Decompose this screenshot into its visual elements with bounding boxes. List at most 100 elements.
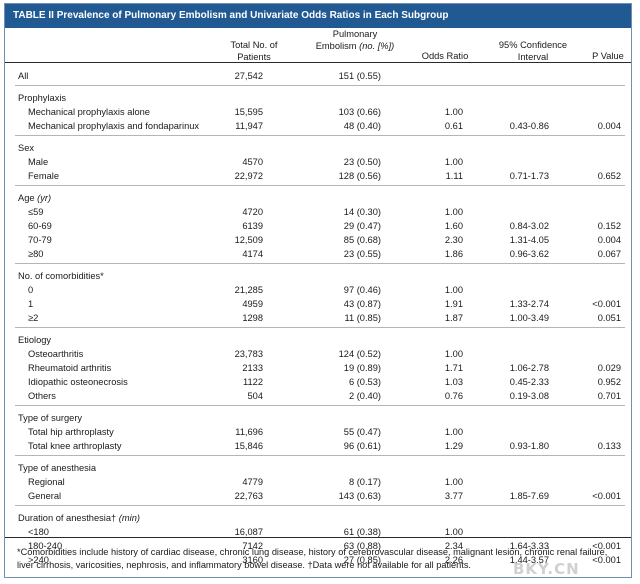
cell-pulmonary-embolism: 103 (0.66) [338,107,381,117]
cell-patients: 15,595 [234,107,263,117]
row-label: Etiology [18,335,52,345]
cell-patients: 4720 [242,207,263,217]
table-header: Total No. of Patients Pulmonary Embolism… [5,28,631,63]
group-heading-row: All 27,542 151 (0.55) [5,69,631,83]
group-heading-row: Age (yr) [5,191,631,205]
table-row: General 22,763 143 (0.63) 3.77 1.85-7.69 <0.0… [5,489,631,503]
cell-odds-ratio: 0.76 [444,391,463,401]
cell-patients: 11,696 [235,427,263,437]
cell-odds-ratio: 1.00 [444,107,463,117]
cell-patients: 1122 [243,377,263,387]
row-label: >240 [28,555,49,565]
table-row: Mechanical prophylaxis alone 15,595 103 (0… [5,105,631,119]
group-heading-row: Etiology [5,333,631,347]
group-separator [15,405,625,406]
cell-confidence-interval: 0.71-1.73 [509,171,549,181]
group-separator [15,185,625,186]
row-label: Female [28,171,60,181]
cell-odds-ratio: 1.91 [444,299,463,309]
cell-odds-ratio: 1.03 [444,377,463,387]
cell-odds-ratio: 1.29 [444,441,463,451]
cell-confidence-interval: 1.33-2.74 [509,299,549,309]
cell-odds-ratio: 1.00 [444,157,463,167]
cell-patients: 12,509 [234,235,263,245]
cell-confidence-interval: 1.44-3.57 [509,555,549,565]
cell-patients: 22,972 [234,171,263,181]
group-separator [15,135,625,136]
table-row: ≤59 4720 14 (0.30) 1.00 [5,205,631,219]
table-row: Idiopathic osteonecrosis 1122 6 (0.53) 1.03… [5,375,631,389]
row-label: Mechanical prophylaxis and fondaparinux [28,121,200,131]
cell-patients: 7142 [242,541,263,551]
row-label: 0 [28,285,34,295]
cell-p-value: 0.652 [597,171,621,181]
table-row: ≥2 1298 11 (0.85) 1.87 1.00-3.49 0.051 [5,311,631,325]
row-label: Others [28,391,56,401]
table-row: Total knee arthroplasty 15,846 96 (0.61) 1.… [5,439,631,453]
row-label: Age (yr) [18,193,52,203]
footnote: *Comorbidities include history of cardia… [17,547,608,570]
cell-p-value: 0.004 [597,121,621,131]
cell-odds-ratio: 2.26 [444,555,463,565]
cell-patients: 1298 [242,313,263,323]
row-label: General [28,491,62,501]
cell-pulmonary-embolism: 143 (0.63) [338,491,381,501]
table-row: Female 22,972 128 (0.56) 1.11 0.71-1.73 0.652 [5,169,631,183]
row-label: 60-69 [28,221,52,231]
cell-odds-ratio: 1.00 [444,285,463,295]
cell-odds-ratio: 1.00 [444,427,463,437]
row-label: <180 [28,527,49,537]
table-row: 1 4959 43 (0.87) 1.91 1.33-2.74 <0.001 [5,297,631,311]
cell-pulmonary-embolism: 97 (0.46) [343,285,381,295]
cell-p-value: 0.029 [597,363,621,373]
group-separator [15,505,625,506]
cell-patients: 4779 [242,477,263,487]
cell-odds-ratio: 1.00 [444,477,463,487]
cell-p-value: <0.001 [592,299,621,309]
cell-pulmonary-embolism: 27 (0.85) [343,555,381,565]
header-confidence-interval: 95% Confidence Interval [498,40,568,62]
group-heading-row: Duration of anesthesia† (min) [5,511,631,525]
cell-patients: 4174 [242,249,263,259]
footnote-divider [5,537,631,538]
row-label: Duration of anesthesia† (min) [18,513,140,523]
cell-patients: 11,947 [235,121,263,131]
group-separator [15,85,625,86]
row-label: No. of comorbidities* [18,271,104,281]
group-separator [15,455,625,456]
cell-odds-ratio: 1.00 [444,349,463,359]
cell-odds-ratio: 1.71 [444,363,463,373]
cell-p-value: 0.152 [597,221,621,231]
header-patients: Total No. of Patients [230,40,278,62]
row-label: 70-79 [28,235,52,245]
cell-odds-ratio: 1.00 [444,527,463,537]
cell-odds-ratio: 1.60 [444,221,463,231]
cell-patients: 3160 [242,555,263,565]
cell-confidence-interval: 1.06-2.78 [509,363,549,373]
cell-pulmonary-embolism: 151 (0.55) [338,71,381,81]
cell-confidence-interval: 1.85-7.69 [509,491,549,501]
header-p-value: P Value [592,51,624,61]
table-row: <180 16,087 61 (0.38) 1.00 [5,525,631,539]
cell-pulmonary-embolism: 43 (0.87) [343,299,381,309]
cell-patients: 4959 [242,299,263,309]
row-label: Regional [28,477,65,487]
cell-pulmonary-embolism: 2 (0.40) [348,391,381,401]
cell-confidence-interval: 0.84-3.02 [509,221,549,231]
cell-confidence-interval: 0.96-3.62 [509,249,549,259]
cell-pulmonary-embolism: 128 (0.56) [338,171,381,181]
row-label: Type of surgery [18,413,83,423]
cell-patients: 504 [247,391,263,401]
cell-pulmonary-embolism: 14 (0.30) [343,207,381,217]
row-label-unit: (yr) [37,193,52,203]
group-heading-row: No. of comorbidities* [5,269,631,283]
row-label: ≥2 [28,313,39,323]
group-separator [15,263,625,264]
cell-odds-ratio: 2.34 [444,541,463,551]
group-heading-row: Sex [5,141,631,155]
cell-p-value: 0.051 [597,313,621,323]
table-row: Others 504 2 (0.40) 0.76 0.19-3.08 0.701 [5,389,631,403]
cell-patients: 22,763 [234,491,263,501]
row-label: Total hip arthroplasty [28,427,114,437]
row-label: Osteoarthritis [28,349,84,359]
